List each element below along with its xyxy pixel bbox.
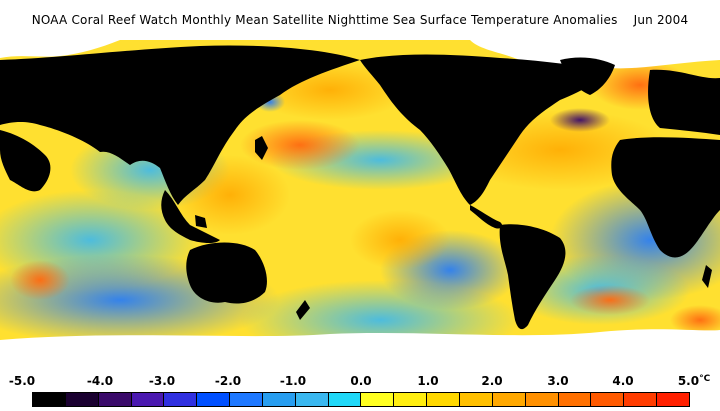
colorbar-tick: -3.0 — [148, 374, 176, 388]
colorbar-tick: -4.0 — [86, 374, 114, 388]
colorbar-swatch — [492, 393, 526, 406]
colorbar-swatch — [624, 393, 658, 406]
colorbar-swatch — [65, 393, 99, 406]
land-greenland — [560, 57, 615, 95]
land-se-asia — [161, 190, 220, 244]
sea-surface-temperature-map — [0, 40, 720, 370]
colorbar-tick: 5.0 — [677, 374, 700, 388]
colorbar-swatch — [230, 393, 263, 406]
colorbar-tick: 1.0 — [417, 374, 439, 388]
colorbar-swatch — [262, 393, 296, 406]
colorbar-tick: 4.0 — [612, 374, 634, 388]
colorbar-swatch — [361, 393, 395, 406]
colorbar-swatch — [164, 393, 198, 406]
map-title: NOAA Coral Reef Watch Monthly Mean Satel… — [0, 0, 720, 40]
land-eurasia — [0, 45, 360, 205]
colorbar — [32, 392, 690, 407]
title-text: NOAA Coral Reef Watch Monthly Mean Satel… — [31, 13, 618, 27]
land-europe — [648, 69, 720, 135]
colorbar-swatch — [131, 393, 165, 406]
colorbar-tick: 2.0 — [481, 374, 503, 388]
colorbar-tick: -1.0 — [279, 374, 307, 388]
land-central-america — [470, 205, 503, 229]
land-north-america — [360, 54, 610, 205]
colorbar-swatch — [525, 393, 559, 406]
title-date: Jun 2004 — [633, 13, 689, 27]
colorbar-swatch — [98, 393, 132, 406]
colorbar-tick: -5.0 — [8, 374, 36, 388]
colorbar-swatch — [394, 393, 428, 406]
colorbar-swatch — [657, 393, 689, 406]
colorbar-swatch — [328, 393, 362, 406]
colorbar-swatch — [591, 393, 625, 406]
colorbar-swatch — [427, 393, 460, 406]
land-south-america — [499, 224, 566, 330]
colorbar-tick-max: 5.0°C — [678, 374, 710, 388]
colorbar-tick: 0.0 — [350, 374, 372, 388]
colorbar-unit: °C — [699, 374, 711, 384]
colorbar-swatch — [33, 393, 66, 406]
land-australia — [186, 242, 267, 304]
colorbar-swatch — [459, 393, 493, 406]
colorbar-swatch — [558, 393, 592, 406]
colorbar-tick: -2.0 — [214, 374, 242, 388]
colorbar-swatch — [197, 393, 231, 406]
land-africa — [611, 137, 720, 258]
land-japan — [255, 136, 268, 160]
land-india — [0, 130, 51, 192]
land-masses — [0, 45, 720, 330]
colorbar-swatch — [295, 393, 329, 406]
colorbar-labels: -5.0 -4.0 -3.0 -2.0 -1.0 0.0 1.0 2.0 3.0… — [0, 374, 720, 390]
colorbar-tick: 3.0 — [547, 374, 569, 388]
